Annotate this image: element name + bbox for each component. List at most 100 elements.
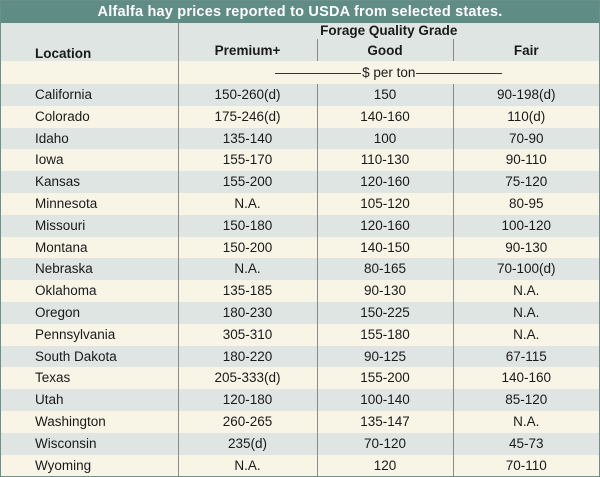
good-price-cell: 135-147 bbox=[316, 410, 453, 433]
premium-price-cell: 155-200 bbox=[177, 171, 317, 193]
table-row: Texas 205-333(d) 155-200 140-160 bbox=[1, 367, 599, 390]
location-cell: South Dakota bbox=[35, 348, 117, 364]
location-cell: Wyoming bbox=[35, 457, 92, 473]
location-cell: Pennsylvania bbox=[35, 326, 116, 342]
unit-spacer bbox=[1, 61, 178, 84]
fair-price-cell: 110(d) bbox=[452, 105, 599, 128]
good-price-cell: 90-130 bbox=[316, 280, 453, 302]
premium-column-header: Premium+ bbox=[177, 39, 317, 61]
table-row: Wyoming N.A. 120 70-110 bbox=[1, 454, 599, 476]
premium-price-cell: 260-265 bbox=[177, 410, 317, 433]
fair-price-cell: 70-90 bbox=[452, 127, 599, 150]
good-price-cell: 150 bbox=[316, 84, 453, 106]
fair-column-header: Fair bbox=[452, 39, 599, 61]
table-title: Alfalfa hay prices reported to USDA from… bbox=[1, 1, 599, 23]
fair-price-cell: 70-110 bbox=[452, 454, 599, 476]
premium-price-cell: 135-140 bbox=[177, 127, 317, 150]
table-row: South Dakota 180-220 90-125 67-115 bbox=[1, 345, 599, 368]
location-cell: Missouri bbox=[35, 217, 86, 233]
premium-price-cell: 150-200 bbox=[177, 236, 317, 259]
good-price-cell: 155-180 bbox=[316, 323, 453, 346]
premium-price-cell: 120-180 bbox=[177, 389, 317, 411]
table-row: Idaho 135-140 100 70-90 bbox=[1, 127, 599, 150]
good-price-cell: 100-140 bbox=[316, 389, 453, 411]
location-cell: Nebraska bbox=[35, 261, 93, 277]
good-price-cell: 140-150 bbox=[316, 236, 453, 259]
fair-price-cell: 85-120 bbox=[452, 389, 599, 411]
premium-price-cell: 155-170 bbox=[177, 149, 317, 172]
location-cell: Washington bbox=[35, 413, 106, 429]
table-row: California 150-260(d) 150 90-198(d) bbox=[1, 84, 599, 106]
location-cell: Oregon bbox=[35, 304, 81, 320]
good-price-cell: 110-130 bbox=[316, 149, 453, 172]
fair-price-cell: 90-110 bbox=[452, 149, 599, 172]
location-cell: Wisconsin bbox=[35, 435, 97, 451]
good-price-cell: 140-160 bbox=[316, 105, 453, 128]
table-row: Oklahoma 135-185 90-130 N.A. bbox=[1, 280, 599, 302]
good-price-cell: 120-160 bbox=[316, 214, 453, 237]
header-spacer bbox=[1, 23, 178, 39]
table-row: Oregon 180-230 150-225 N.A. bbox=[1, 301, 599, 324]
good-price-cell: 70-120 bbox=[316, 432, 453, 455]
good-price-cell: 105-120 bbox=[316, 192, 453, 215]
fair-price-cell: 90-130 bbox=[452, 236, 599, 259]
fair-price-cell: N.A. bbox=[452, 301, 599, 324]
table-row: Washington 260-265 135-147 N.A. bbox=[1, 410, 599, 433]
table-row: Nebraska N.A. 80-165 70-100(d) bbox=[1, 258, 599, 281]
good-price-cell: 90-125 bbox=[316, 345, 453, 368]
table-row: Pennsylvania 305-310 155-180 N.A. bbox=[1, 323, 599, 346]
good-price-cell: 120-160 bbox=[316, 171, 453, 193]
good-price-cell: 150-225 bbox=[316, 301, 453, 324]
location-column-header: Location bbox=[35, 46, 92, 61]
table-row: Kansas 155-200 120-160 75-120 bbox=[1, 171, 599, 193]
table-row: Missouri 150-180 120-160 100-120 bbox=[1, 214, 599, 237]
premium-price-cell: 150-260(d) bbox=[177, 84, 317, 106]
location-cell: Kansas bbox=[35, 174, 81, 190]
premium-price-cell: 305-310 bbox=[177, 323, 317, 346]
table-row: Wisconsin 235(d) 70-120 45-73 bbox=[1, 432, 599, 455]
price-table-body: California 150-260(d) 150 90-198(d) Colorado… bbox=[1, 84, 599, 476]
unit-label-text: $ per ton bbox=[362, 65, 416, 80]
premium-price-cell: 150-180 bbox=[177, 214, 317, 237]
premium-price-cell: 180-220 bbox=[177, 345, 317, 368]
premium-price-cell: N.A. bbox=[177, 258, 317, 281]
good-price-cell: 80-165 bbox=[316, 258, 453, 281]
premium-price-cell: N.A. bbox=[177, 454, 317, 476]
fair-price-cell: N.A. bbox=[452, 323, 599, 346]
location-cell: Texas bbox=[35, 370, 71, 386]
table-row: Montana 150-200 140-150 90-130 bbox=[1, 236, 599, 259]
fair-price-cell: 67-115 bbox=[452, 345, 599, 368]
fair-price-cell: 140-160 bbox=[452, 367, 599, 390]
fair-price-cell: 100-120 bbox=[452, 214, 599, 237]
location-cell: Oklahoma bbox=[35, 283, 97, 299]
fair-price-cell: 70-100(d) bbox=[452, 258, 599, 281]
location-cell: Idaho bbox=[35, 130, 69, 146]
location-cell: Minnesota bbox=[35, 195, 98, 211]
unit-label: $ per ton bbox=[177, 61, 599, 84]
premium-price-cell: 135-185 bbox=[177, 280, 317, 302]
fair-price-cell: 80-95 bbox=[452, 192, 599, 215]
good-column-header: Good bbox=[316, 39, 453, 61]
fair-price-cell: 45-73 bbox=[452, 432, 599, 455]
table-row: Iowa 155-170 110-130 90-110 bbox=[1, 149, 599, 172]
table-row: Minnesota N.A. 105-120 80-95 bbox=[1, 192, 599, 215]
location-cell: California bbox=[35, 87, 93, 102]
location-cell: Colorado bbox=[35, 108, 90, 124]
table-row: Colorado 175-246(d) 140-160 110(d) bbox=[1, 105, 599, 128]
good-price-cell: 120 bbox=[316, 454, 453, 476]
premium-price-cell: N.A. bbox=[177, 192, 317, 215]
price-table: Forage Quality Grade Location Premium+ G… bbox=[1, 23, 599, 476]
good-price-cell: 100 bbox=[316, 127, 453, 150]
location-cell: Utah bbox=[35, 392, 64, 408]
forage-quality-grade-header: Forage Quality Grade bbox=[177, 23, 599, 39]
premium-price-cell: 205-333(d) bbox=[177, 367, 317, 390]
good-price-cell: 155-200 bbox=[316, 367, 453, 390]
location-cell: Iowa bbox=[35, 152, 64, 168]
fair-price-cell: N.A. bbox=[452, 410, 599, 433]
location-cell: Montana bbox=[35, 239, 88, 255]
premium-price-cell: 235(d) bbox=[177, 432, 317, 455]
premium-price-cell: 175-246(d) bbox=[177, 105, 317, 128]
table-row: Utah 120-180 100-140 85-120 bbox=[1, 389, 599, 411]
fair-price-cell: 90-198(d) bbox=[452, 84, 599, 106]
fair-price-cell: N.A. bbox=[452, 280, 599, 302]
